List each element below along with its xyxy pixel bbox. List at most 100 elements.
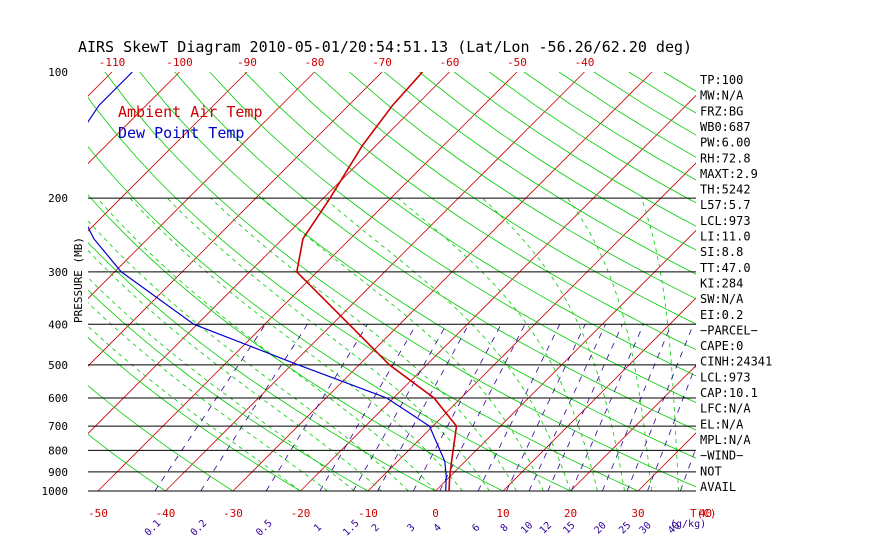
mixing-ratio-line xyxy=(506,324,586,492)
mixing-ratio-line xyxy=(439,324,526,492)
stability-index-item: EL:N/A xyxy=(700,417,744,431)
isotherm-line xyxy=(0,72,45,491)
bottom-temp-tick-label: -30 xyxy=(223,507,243,520)
stability-index-item: TH:5242 xyxy=(700,183,751,197)
dry-adiabat-line xyxy=(314,72,696,325)
isotherm-line xyxy=(88,72,248,232)
mixing-ratio-tick-label: 20 xyxy=(592,520,608,536)
top-temp-tick-label: -90 xyxy=(237,56,257,69)
dry-adiabat-line xyxy=(419,72,696,251)
stability-index-item: LFC:N/A xyxy=(700,402,751,416)
mixing-ratio-line xyxy=(570,324,644,492)
mixing-ratio-line xyxy=(412,324,502,492)
stability-index-item: −PARCEL− xyxy=(700,323,758,337)
mixing-unit-label: (g/kg) xyxy=(670,519,706,530)
moist-adiabat-line xyxy=(323,197,571,492)
dry-adiabat-line xyxy=(209,72,696,404)
isotherm-line xyxy=(300,94,696,492)
dry-adiabat-line xyxy=(88,385,234,492)
ambient-air-temp-series xyxy=(295,72,458,492)
moist-adiabat-line xyxy=(210,197,517,492)
dry-adiabat-line xyxy=(88,145,571,492)
dry-adiabat-line xyxy=(769,72,870,491)
mixing-ratio-tick-label: 0.5 xyxy=(254,518,275,539)
stability-index-item: NOT xyxy=(700,464,722,478)
moist-adiabat-line xyxy=(482,197,625,492)
top-temp-tick-label: -110 xyxy=(99,56,126,69)
stability-index-item: KI:284 xyxy=(700,276,743,290)
mixing-ratio-tick-label: 2 xyxy=(370,522,382,534)
dew-point-series xyxy=(88,72,447,492)
pressure-tick-label: 800 xyxy=(48,444,68,457)
mixing-ratio-line xyxy=(547,324,623,492)
moist-adiabat-line xyxy=(97,197,436,492)
pressure-tick-label: 900 xyxy=(48,466,68,479)
stability-index-item: TP:100 xyxy=(700,73,743,87)
mixing-ratio-tick-labels: 0.1 0.2 0.5 1 1.5 2 3 4 6 8 10 12 15 20 25 30 40(g/kg) xyxy=(143,518,706,539)
bottom-temp-tick-label: 20 xyxy=(564,507,577,520)
stability-index-item: RH:72.8 xyxy=(700,151,751,165)
pressure-tick-label: 1000 xyxy=(42,485,69,498)
moist-adiabat-line xyxy=(166,197,490,492)
pressure-tick-labels: 100 200 300 400 500 600 700 800 900 1000 xyxy=(42,66,69,498)
dry-adiabat-line xyxy=(488,72,696,204)
bottom-temp-tick-label: -40 xyxy=(156,507,176,520)
isotherm-line xyxy=(773,72,870,491)
pressure-tick-label: 600 xyxy=(48,392,68,405)
mixing-ratio-line xyxy=(154,324,266,492)
top-temp-tick-label: -80 xyxy=(305,56,325,69)
moist-adiabat-line xyxy=(262,197,544,492)
stability-index-item: MW:N/A xyxy=(700,89,744,103)
stability-index-item: LCL:973 xyxy=(700,370,751,384)
dry-adiabat-line xyxy=(349,72,696,300)
stability-index-item: FRZ:BG xyxy=(700,104,743,118)
bottom-temp-tick-label: 30 xyxy=(631,507,644,520)
dry-adiabat-line xyxy=(663,72,696,92)
dry-adiabat-line xyxy=(523,72,696,181)
isobar-lines xyxy=(88,197,696,492)
isotherm-line xyxy=(570,364,696,492)
top-temp-tick-labels: -110 -100 -90 -80 -70 -60 -50 -40 xyxy=(99,56,595,69)
dry-adiabat-lines xyxy=(88,72,870,492)
bottom-temp-tick-label: 0 xyxy=(432,507,439,520)
dry-adiabat-line xyxy=(244,72,696,377)
mixing-ratio-tick-label: 12 xyxy=(538,520,554,536)
mixing-ratio-tick-label: 8 xyxy=(499,522,511,534)
dry-adiabat-line xyxy=(174,72,696,431)
stability-index-item: LCL:973 xyxy=(700,214,751,228)
legend-dew: Dew Point Temp xyxy=(118,124,244,142)
pressure-tick-label: 200 xyxy=(48,192,68,205)
mixing-ratio-tick-label: 10 xyxy=(519,520,535,536)
moist-adiabat-line xyxy=(88,277,355,492)
pressure-tick-label: 300 xyxy=(48,266,68,279)
chart-title: AIRS SkewT Diagram 2010-05-01/20:54:51.1… xyxy=(78,38,692,56)
bottom-temp-tick-label: -10 xyxy=(358,507,378,520)
top-temp-tick-label: -100 xyxy=(166,56,193,69)
mixing-ratio-line xyxy=(352,324,447,492)
dry-adiabat-line xyxy=(384,72,696,275)
isotherm-line xyxy=(502,297,696,492)
mixing-ratio-tick-label: 30 xyxy=(638,520,654,536)
mixing-ratio-tick-label: 0.2 xyxy=(189,518,210,539)
bottom-temp-tick-labels: -50 -40 -30 -20 -10 0 10 20 30 40T(C) xyxy=(88,507,716,520)
dry-adiabat-line xyxy=(804,72,870,491)
mixing-ratio-line xyxy=(626,324,694,492)
dry-adiabat-line xyxy=(88,194,504,492)
stability-index-item: TT:47.0 xyxy=(700,261,751,275)
top-temp-tick-label: -50 xyxy=(507,56,527,69)
isotherm-lines xyxy=(0,72,870,492)
mixing-ratio-line xyxy=(377,324,470,492)
mixing-ratio-line xyxy=(265,324,368,492)
isotherm-line xyxy=(435,229,696,492)
y-axis-label: PRESSURE (MB) xyxy=(72,237,85,323)
top-temp-tick-label: -70 xyxy=(372,56,392,69)
isotherm-line xyxy=(88,72,450,435)
isotherm-line xyxy=(637,432,696,492)
dry-adiabat-line xyxy=(734,72,870,491)
pressure-tick-label: 400 xyxy=(48,318,68,331)
stability-index-item: SI:8.8 xyxy=(700,245,743,259)
pressure-tick-label: 500 xyxy=(48,359,68,372)
legend-temp: Ambient Air Temp xyxy=(118,103,263,121)
